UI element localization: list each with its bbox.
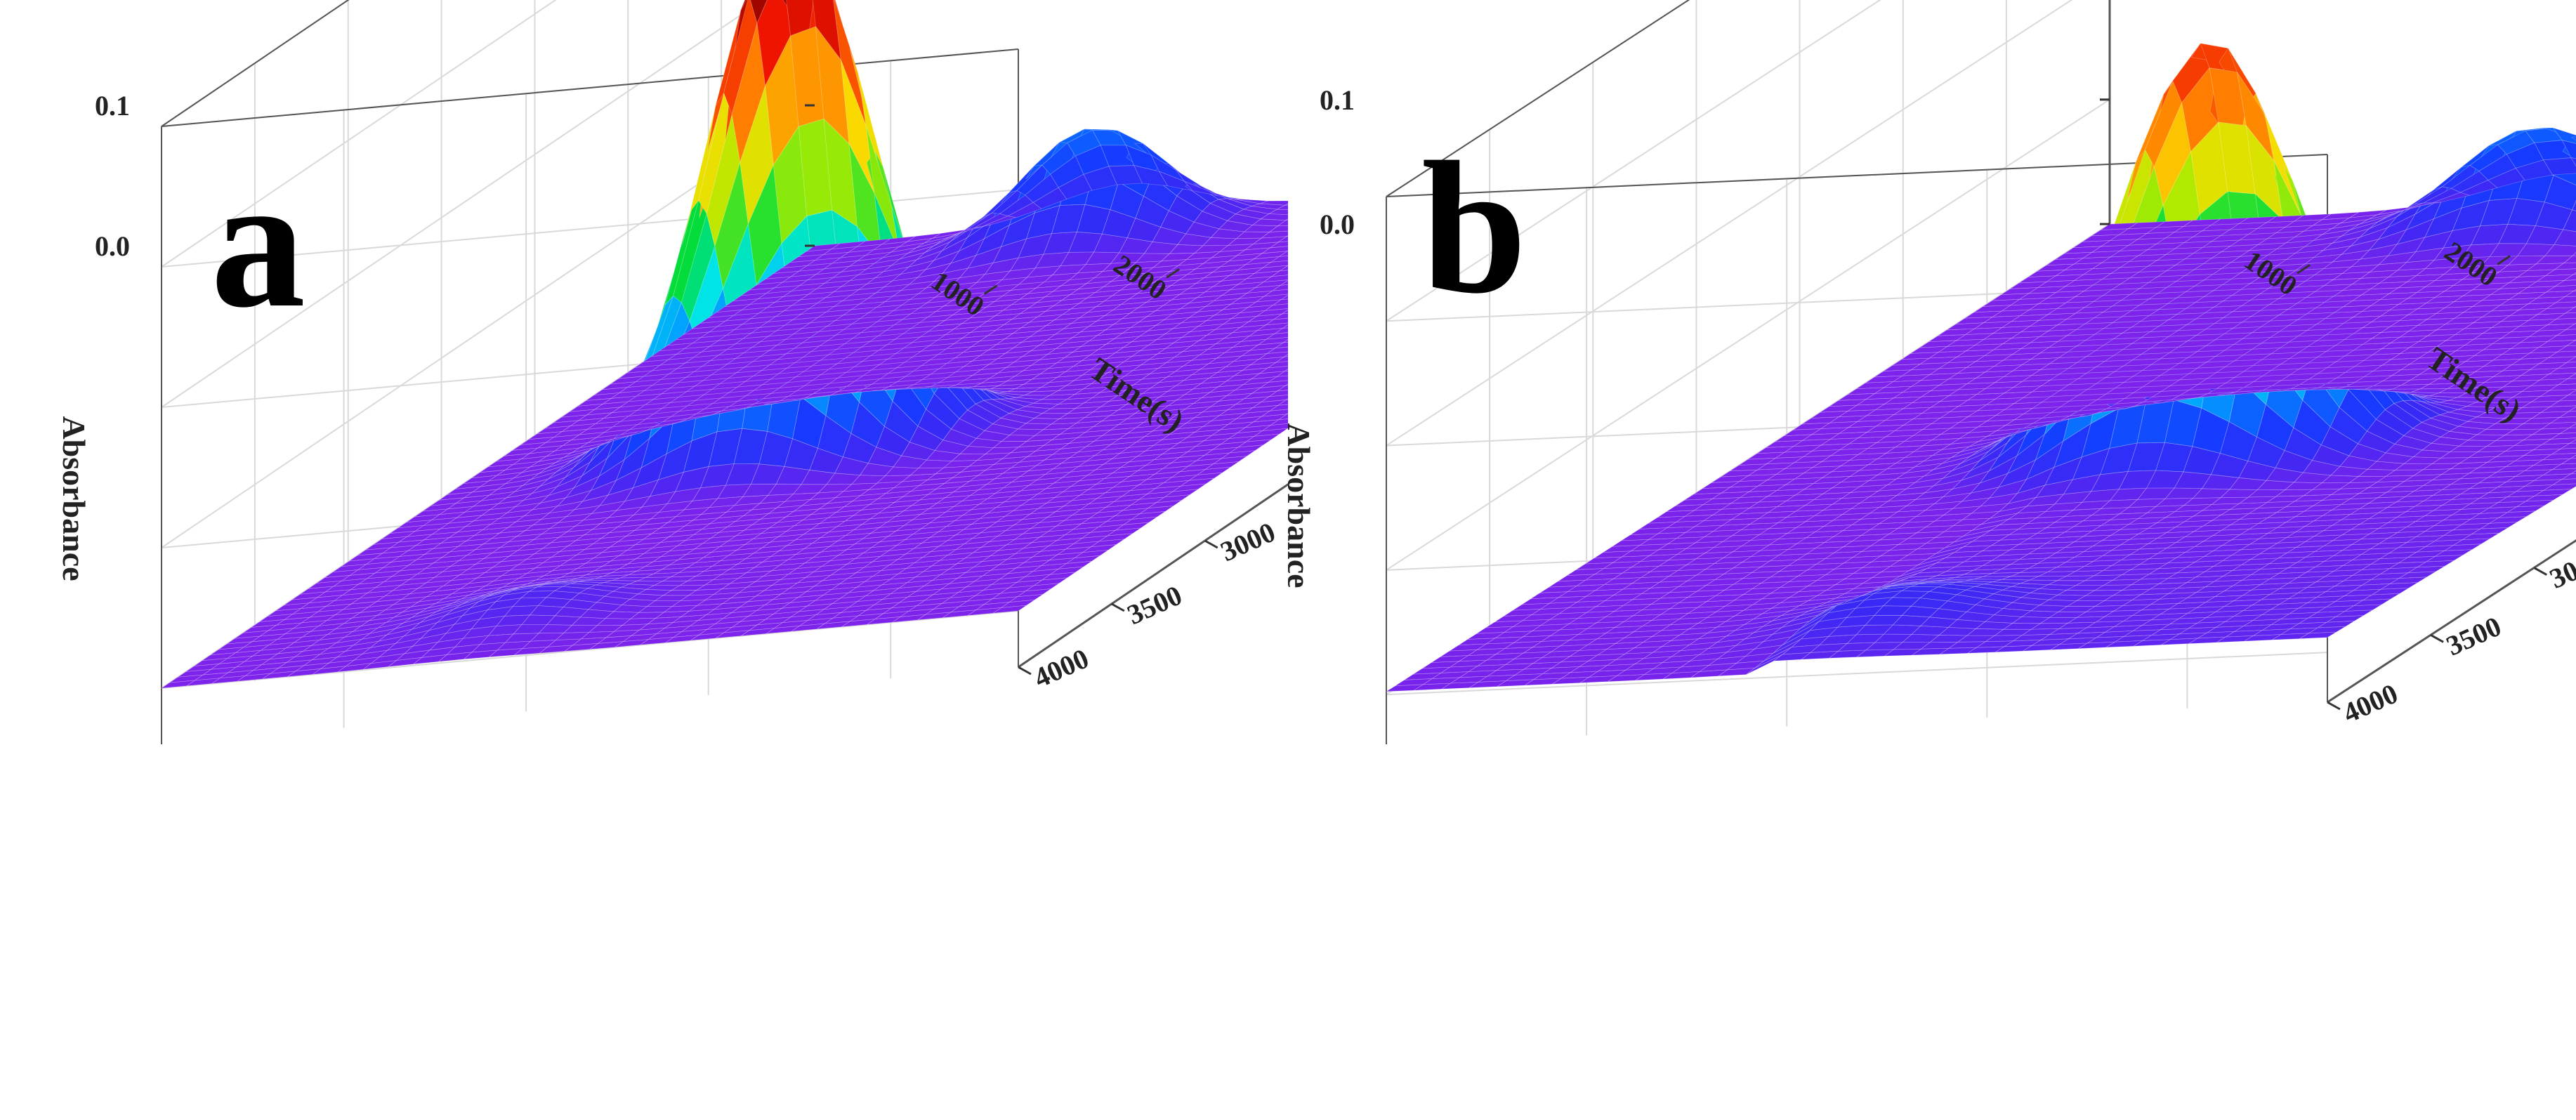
z-tick-label: 0.1 (95, 90, 130, 121)
absorbance-surface (160, 0, 1288, 689)
z-tick-label: 0.0 (95, 230, 130, 262)
z-tick-label: 0.1 (1320, 84, 1355, 116)
wavenumber-tick-label: 3000 (1216, 516, 1280, 568)
top-right-edge (161, 48, 1019, 127)
wavenumber-tick-label: 4000 (2338, 678, 2402, 730)
absorbance-surface (1385, 42, 2576, 692)
panel-label-a: a (211, 137, 305, 347)
chart-panel-b: 0.00.10.20.30.41000200030004000500100015… (1288, 0, 2576, 1120)
wavenumber-tick-label: 3500 (2442, 610, 2506, 662)
surface-plot-b: 0.00.10.20.30.41000200030004000500100015… (1288, 0, 2576, 744)
wavenumber-axis-line (2327, 539, 2576, 704)
wavenumber-axis-line (1018, 483, 1288, 668)
surface-plot-a: 0.00.10.20.30.41000200030004000500100015… (56, 0, 1288, 744)
wavenumber-tick-label: 3500 (1122, 579, 1186, 631)
chart-panel-a: 0.00.10.20.30.41000200030004000500100015… (56, 0, 1288, 744)
wavenumber-tick-label: 4000 (1029, 643, 1093, 694)
panel-label-b: b (1421, 123, 1527, 333)
z-tick-label: 0.0 (1320, 209, 1355, 240)
z-axis-title: Absorbance (1288, 423, 1317, 588)
top-left-edge (1386, 0, 1690, 197)
top-left-edge (161, 0, 350, 127)
z-axis-title: Absorbance (56, 416, 92, 581)
